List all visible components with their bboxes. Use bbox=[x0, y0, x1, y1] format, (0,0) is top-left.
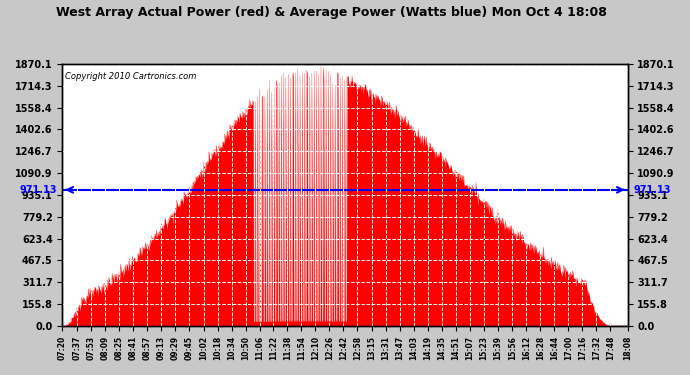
Text: 971.13: 971.13 bbox=[633, 185, 671, 195]
Text: Copyright 2010 Cartronics.com: Copyright 2010 Cartronics.com bbox=[65, 72, 197, 81]
Text: 971.13: 971.13 bbox=[19, 185, 57, 195]
Text: West Array Actual Power (red) & Average Power (Watts blue) Mon Oct 4 18:08: West Array Actual Power (red) & Average … bbox=[56, 6, 607, 19]
